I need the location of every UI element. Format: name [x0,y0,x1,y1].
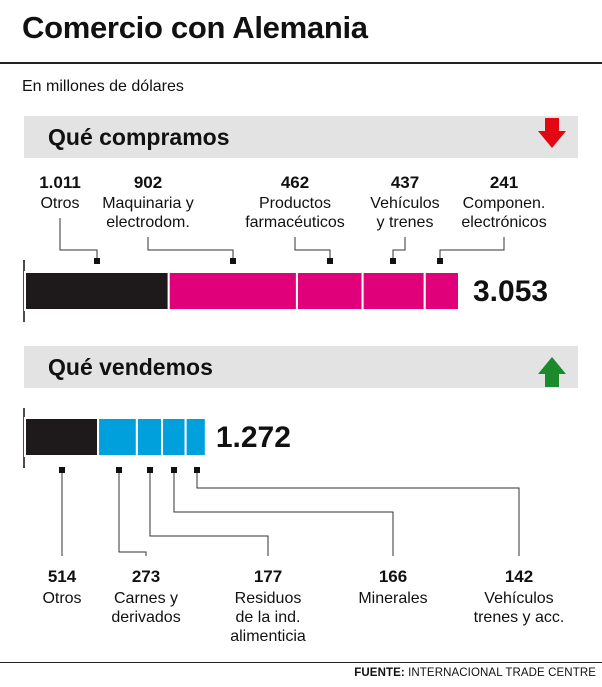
footer-divider [0,662,602,663]
source-note: FUENTE: INTERNACIONAL TRADE CENTRE [354,667,596,679]
down-arrow-icon [538,118,566,148]
imports-bar-1 [167,271,298,311]
imports-total: 3.053 [473,275,548,308]
exports-bar-2 [135,417,164,457]
exports-marker-3 [171,467,177,473]
exports-category-label-3: Minerales [358,590,427,607]
exports-category-label-0: Otros [42,590,81,607]
exports-category-label-4: trenes y acc. [474,609,565,626]
source-label: FUENTE: [354,667,405,679]
exports-marker-2 [147,467,153,473]
exports-marker-4 [194,467,200,473]
imports-band [24,116,578,158]
imports-leader-line-2 [294,237,331,261]
exports-value-label-2: 177 [254,567,282,586]
exports-band [24,346,578,388]
imports-marker-0 [94,258,100,264]
exports-leader-line-2 [149,473,269,556]
imports-bar-4 [423,271,460,311]
imports-category-label-4: Componen. [463,195,546,212]
exports-value-label-3: 166 [379,567,407,586]
exports-category-label-2: Residuos [235,590,302,607]
imports-bar-2 [295,271,364,311]
imports-marker-2 [327,258,333,264]
imports-category-label-2: Productos [259,195,331,212]
exports-category-label-4: Vehículos [484,590,553,607]
exports-category-label-1: Carnes y [114,590,178,607]
exports-leader-line-1 [118,473,147,556]
imports-category-label-2: farmacéuticos [245,214,345,231]
exports-bar-1 [97,417,138,457]
imports-marker-1 [230,258,236,264]
units-subtitle: En millones de dólares [22,78,184,95]
exports-category-label-2: alimenticia [230,628,306,645]
imports-value-label-4: 241 [490,173,518,192]
imports-leader-line-1 [147,237,234,261]
exports-bar-0 [24,417,100,457]
exports-bar-3 [161,417,187,457]
exports-value-label-0: 514 [48,567,77,586]
imports-category-label-3: Vehículos [370,195,439,212]
exports-category-label-1: derivados [111,609,180,626]
imports-value-label-2: 462 [281,173,309,192]
page-title: Comercio con Alemania [22,10,368,45]
imports-category-label-3: y trenes [377,214,434,231]
exports-heading: Qué vendemos [48,354,213,380]
exports-bar-4 [184,417,207,457]
exports-total: 1.272 [216,421,291,454]
exports-category-label-2: de la ind. [236,609,301,626]
exports-value-label-1: 273 [132,567,160,586]
imports-marker-3 [390,258,396,264]
imports-value-label-3: 437 [391,173,419,192]
exports-leader-line-4 [196,473,520,556]
imports-heading: Qué compramos [48,124,230,150]
exports-marker-0 [59,467,65,473]
imports-category-label-4: electrónicos [461,214,546,231]
imports-bar-0 [24,271,170,311]
source-text: INTERNACIONAL TRADE CENTRE [408,667,596,679]
title-divider [0,62,602,64]
imports-leader-line-0 [59,218,98,261]
imports-value-label-0: 1.011 [39,173,81,192]
exports-leader-line-3 [173,473,394,556]
imports-category-label-1: electrodom. [106,214,190,231]
imports-leader-line-3 [392,237,406,261]
imports-bar-3 [361,271,426,311]
imports-value-label-1: 902 [134,173,162,192]
imports-marker-4 [437,258,443,264]
exports-marker-1 [116,467,122,473]
imports-category-label-0: Otros [40,195,79,212]
exports-value-label-4: 142 [505,567,533,586]
imports-category-label-1: Maquinaria y [102,195,194,212]
up-arrow-icon [538,357,566,387]
imports-leader-line-4 [439,237,505,261]
